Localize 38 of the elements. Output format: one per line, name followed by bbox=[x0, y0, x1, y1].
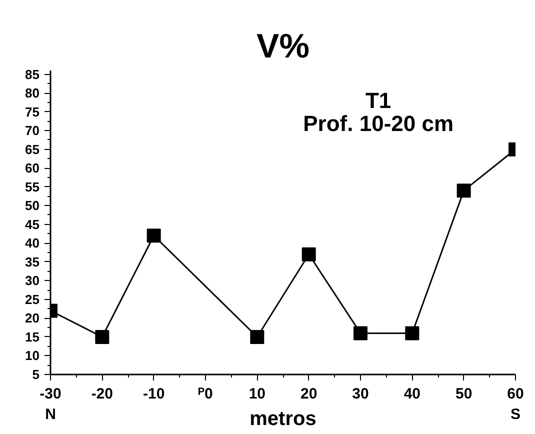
y-tick-label: 10 bbox=[25, 348, 40, 364]
x-axis-title: metros bbox=[250, 408, 316, 430]
x-tick-label: 40 bbox=[404, 386, 421, 402]
x-tick-label: 20 bbox=[300, 386, 318, 402]
point bbox=[95, 330, 110, 344]
x-tick-label: -10 bbox=[142, 386, 165, 402]
x-tick-label: ᴾ0 bbox=[198, 386, 213, 402]
y-tick-label: 25 bbox=[25, 292, 40, 307]
y-tick-label: 5 bbox=[32, 367, 40, 382]
point bbox=[405, 326, 420, 340]
y-tick-label: 35 bbox=[25, 254, 40, 270]
annotation: T1 bbox=[365, 88, 392, 114]
point bbox=[146, 228, 161, 243]
annotation: Prof. 10-20 cm bbox=[303, 110, 454, 136]
y-tick-label: 80 bbox=[25, 86, 40, 101]
x-tick-label: 50 bbox=[455, 386, 472, 402]
y-tick-label: 60 bbox=[25, 160, 40, 176]
y-tick-label: 50 bbox=[25, 198, 40, 214]
point bbox=[250, 330, 264, 344]
point bbox=[456, 184, 471, 198]
y-tick-label: 85 bbox=[25, 66, 40, 82]
x-tick-label: 10 bbox=[248, 386, 266, 402]
y-tick-label: 15 bbox=[25, 329, 40, 344]
x-tick-label: 30 bbox=[352, 386, 369, 402]
point bbox=[354, 326, 368, 340]
y-tick-label: 55 bbox=[25, 179, 40, 194]
x-tick-label: -20 bbox=[91, 386, 114, 402]
y-tick-label: 75 bbox=[25, 104, 40, 120]
y-tick-label: 40 bbox=[25, 236, 40, 251]
y-tick-label: 30 bbox=[25, 273, 40, 288]
y-tick-label: 65 bbox=[25, 142, 40, 157]
y-tick-label: 45 bbox=[25, 216, 40, 232]
x-tick-label: 60 S bbox=[507, 386, 524, 423]
point bbox=[302, 247, 316, 262]
y-tick-label: 20 bbox=[25, 310, 40, 326]
x-tick-label: -30 N bbox=[40, 386, 62, 423]
y-tick-label: 70 bbox=[25, 123, 40, 138]
chart-title: V% bbox=[256, 28, 310, 66]
